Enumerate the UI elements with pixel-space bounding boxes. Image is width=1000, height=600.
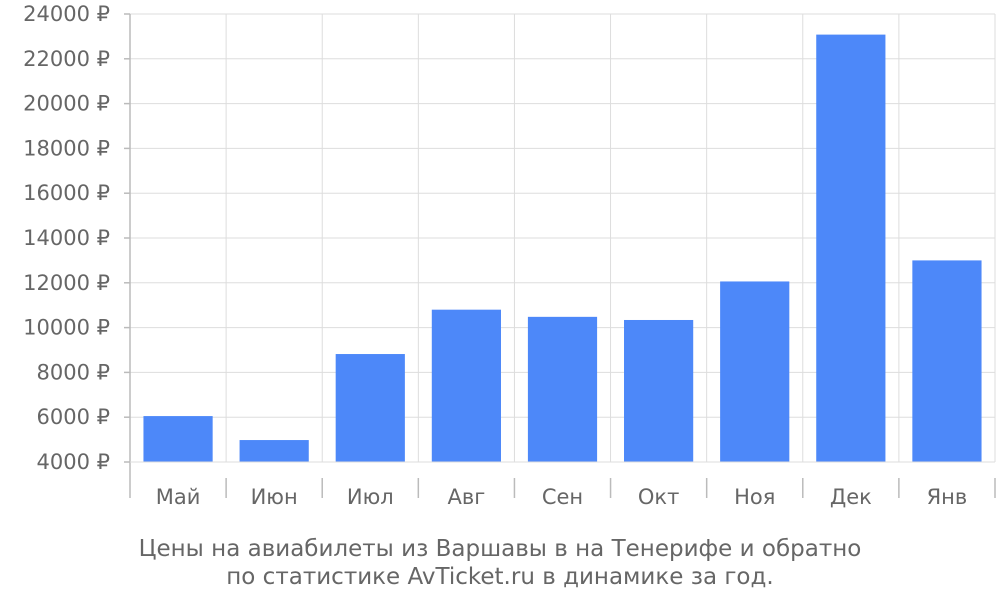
bar (335, 354, 405, 462)
y-tick-label: 4000 ₽ (37, 450, 110, 474)
x-tick-label: Ноя (734, 485, 775, 509)
bar-layer (143, 34, 982, 462)
bar (624, 319, 694, 462)
chart-caption-line-1: Цены на авиабилеты из Варшавы в на Тенер… (139, 536, 862, 562)
y-tick-label: 10000 ₽ (23, 316, 110, 340)
bar (816, 34, 886, 462)
x-tick-label: Сен (542, 485, 583, 509)
y-tick-label: 20000 ₽ (23, 92, 110, 116)
label-layer: 4000 ₽ 6000 ₽ 8000 ₽ 10000 ₽ 12000 ₽ 14000 ₽ 1… (23, 2, 967, 509)
x-tick-label: Дек (830, 485, 872, 509)
y-tick-label: 14000 ₽ (23, 226, 110, 250)
y-tick-label: 22000 ₽ (23, 47, 110, 71)
bar (239, 440, 309, 462)
bar (431, 309, 501, 462)
y-tick-label: 12000 ₽ (23, 271, 110, 295)
y-tick-label: 8000 ₽ (37, 360, 110, 384)
bar (143, 416, 213, 462)
chart-caption-line-2: по статистике AvTicket.ru в динамике за … (226, 564, 773, 590)
axis-layer (124, 13, 996, 498)
x-tick-label: Авг (447, 485, 485, 509)
y-tick-label: 16000 ₽ (23, 181, 110, 205)
bar (912, 260, 982, 462)
y-tick-label: 18000 ₽ (23, 136, 110, 160)
bar (720, 281, 790, 462)
x-tick-label: Янв (927, 485, 968, 509)
y-tick-label: 24000 ₽ (23, 2, 110, 26)
y-tick-label: 6000 ₽ (37, 405, 110, 429)
x-tick-label: Июн (251, 485, 298, 509)
bar (527, 316, 598, 462)
x-tick-label: Июл (347, 485, 394, 509)
x-tick-label: Май (156, 485, 201, 509)
x-tick-label: Окт (638, 485, 679, 509)
